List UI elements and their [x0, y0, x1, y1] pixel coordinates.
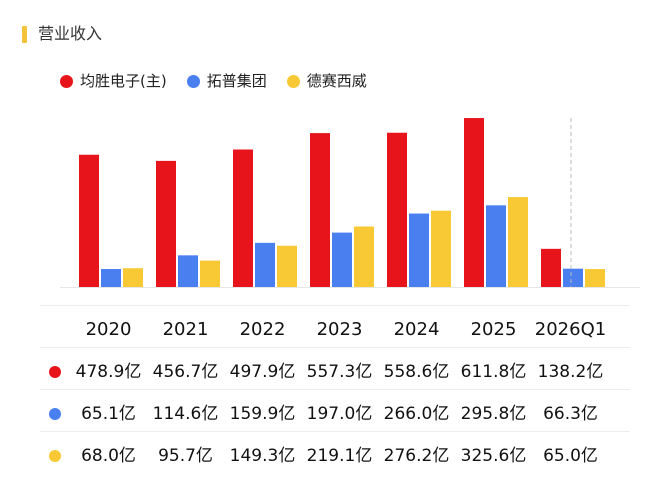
- table-cell: 558.6亿: [383, 362, 450, 382]
- table-cell: 68.0亿: [81, 446, 136, 466]
- legend-label: 拓普集团: [206, 72, 267, 90]
- table-cell: 219.1亿: [306, 446, 373, 466]
- bar-2024-series-3: [431, 210, 451, 287]
- bar-2023-series-3: [354, 226, 374, 287]
- legend-dot-yellow: [286, 74, 300, 88]
- table-header-cell: 2020: [85, 319, 132, 340]
- table-cell: 65.1亿: [81, 404, 136, 424]
- row-dot-cell: [40, 366, 70, 378]
- table-cell: 66.3亿: [543, 404, 598, 424]
- bar-2020-series-1: [79, 154, 99, 287]
- table-cell: 149.3亿: [229, 446, 296, 466]
- bar-2022-series-1: [233, 149, 253, 287]
- legend: 均胜电子(主) 拓普集团 德赛西威: [60, 70, 387, 92]
- table-header-cell: 2021: [162, 319, 209, 340]
- table-header-row: 2020 2021 2022 2023 2024 2025 2026Q1: [40, 305, 630, 354]
- bar-2025-series-1: [464, 118, 484, 287]
- bar-2025-series-3: [508, 197, 528, 287]
- row-dot-cell: [40, 408, 70, 420]
- table-cell: 159.9亿: [229, 404, 296, 424]
- row-dot-red: [49, 366, 61, 378]
- bar-2024-series-1: [387, 132, 407, 287]
- row-dot-blue: [49, 408, 61, 420]
- table-header-cell: 2026Q1: [534, 319, 607, 340]
- bar-2026Q1-series-1: [541, 248, 561, 287]
- legend-dot-blue: [186, 74, 200, 88]
- bar-2023-series-1: [310, 133, 330, 287]
- table-row-series-1: 478.9亿 456.7亿 497.9亿 557.3亿 558.6亿 611.8…: [40, 347, 630, 396]
- table-cell: 266.0亿: [383, 404, 450, 424]
- bar-2020-series-3: [123, 268, 143, 287]
- bar-2026Q1-series-3: [585, 269, 605, 287]
- legend-label: 均胜电子(主): [80, 72, 167, 90]
- bar-2022-series-2: [255, 242, 275, 287]
- bar-2021-series-2: [178, 255, 198, 287]
- table-cell: 138.2亿: [537, 362, 604, 382]
- table-cell: 197.0亿: [306, 404, 373, 424]
- bar-2023-series-2: [332, 232, 352, 287]
- table-header-cell: 2025: [470, 319, 517, 340]
- bar-2022-series-3: [277, 245, 297, 287]
- table-cell: 65.0亿: [543, 446, 598, 466]
- bar-chart: [60, 118, 640, 288]
- bar-2025-series-2: [486, 205, 506, 287]
- bar-2021-series-3: [200, 260, 220, 287]
- bar-2021-series-1: [156, 160, 176, 287]
- table-cell: 456.7亿: [152, 362, 219, 382]
- legend-dot-red: [60, 74, 73, 88]
- row-dot-cell: [40, 450, 70, 462]
- table-header-cell: 2024: [393, 319, 440, 340]
- legend-item-series-1: 均胜电子(主): [60, 70, 167, 92]
- legend-item-series-2: 拓普集团: [186, 70, 267, 92]
- table-cell: 325.6亿: [460, 446, 527, 466]
- legend-label: 德赛西威: [306, 72, 367, 90]
- legend-item-series-3: 德赛西威: [286, 70, 367, 92]
- table-header-cell: 2023: [316, 319, 363, 340]
- row-dot-yellow: [49, 450, 61, 462]
- table-cell: 497.9亿: [229, 362, 296, 382]
- bar-2020-series-2: [101, 269, 121, 287]
- title-accent-bar: [22, 26, 27, 43]
- table-row-series-3: 68.0亿 95.7亿 149.3亿 219.1亿 276.2亿 325.6亿 …: [40, 431, 630, 480]
- table-cell: 295.8亿: [460, 404, 527, 424]
- table-header-cell: 2022: [239, 319, 286, 340]
- table-cell: 276.2亿: [383, 446, 450, 466]
- table-cell: 611.8亿: [460, 362, 527, 382]
- table-cell: 114.6亿: [152, 404, 219, 424]
- table-cell: 478.9亿: [75, 362, 142, 382]
- bar-2024-series-2: [409, 213, 429, 287]
- table-row-series-2: 65.1亿 114.6亿 159.9亿 197.0亿 266.0亿 295.8亿…: [40, 389, 630, 438]
- table-cell: 557.3亿: [306, 362, 373, 382]
- bar-2026Q1-series-2: [563, 268, 583, 287]
- chart-title: 营业收入: [38, 24, 103, 43]
- table-cell: 95.7亿: [158, 446, 213, 466]
